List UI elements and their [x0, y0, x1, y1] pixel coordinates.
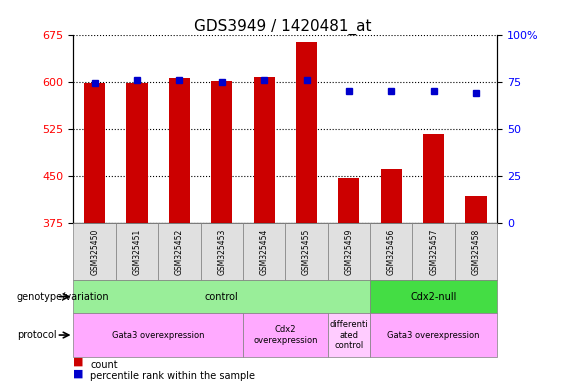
Text: GSM325458: GSM325458	[472, 228, 480, 275]
Bar	[338, 177, 359, 223]
Bar	[296, 42, 317, 223]
Text: GSM325450: GSM325450	[90, 228, 99, 275]
Text: Gata3 overexpression: Gata3 overexpression	[388, 331, 480, 339]
Text: count: count	[90, 360, 118, 370]
Text: Cdx2
overexpression: Cdx2 overexpression	[253, 325, 318, 345]
Text: ■: ■	[73, 368, 84, 378]
Bar	[381, 169, 402, 223]
Text: GDS3949 / 1420481_at: GDS3949 / 1420481_at	[194, 19, 371, 35]
Bar	[254, 76, 275, 223]
Text: ■: ■	[73, 357, 84, 367]
Bar	[466, 196, 486, 223]
Text: differenti
ated
control: differenti ated control	[329, 320, 368, 350]
Text: GSM325459: GSM325459	[345, 228, 353, 275]
Bar	[211, 81, 232, 223]
Text: GSM325456: GSM325456	[387, 228, 396, 275]
Text: protocol: protocol	[17, 330, 56, 340]
Bar	[127, 83, 147, 223]
Text: GSM325455: GSM325455	[302, 228, 311, 275]
Text: GSM325453: GSM325453	[218, 228, 226, 275]
Text: percentile rank within the sample: percentile rank within the sample	[90, 371, 255, 381]
Bar	[423, 134, 444, 223]
Bar	[84, 83, 105, 223]
Text: control: control	[205, 291, 238, 302]
Bar	[169, 78, 190, 223]
Text: GSM325452: GSM325452	[175, 228, 184, 275]
Text: Gata3 overexpression: Gata3 overexpression	[112, 331, 205, 339]
Text: Cdx2-null: Cdx2-null	[410, 291, 457, 302]
Text: GSM325457: GSM325457	[429, 228, 438, 275]
Text: genotype/variation: genotype/variation	[17, 291, 110, 302]
Text: GSM325454: GSM325454	[260, 228, 268, 275]
Text: GSM325451: GSM325451	[133, 228, 141, 275]
